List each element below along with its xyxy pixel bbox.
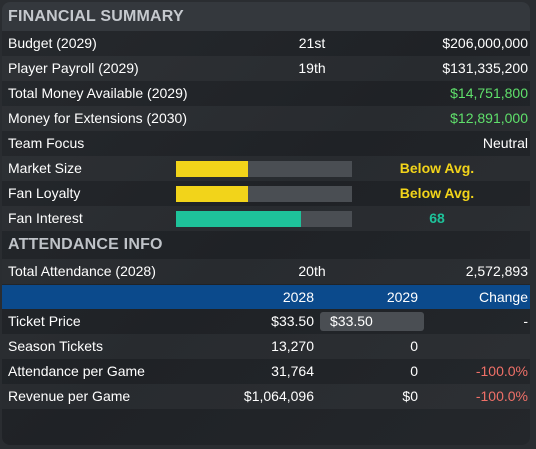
money-available-label: Total Money Available (2029): [8, 85, 188, 101]
extensions-value: $12,891,000: [450, 110, 528, 126]
attendance-per-game-2028: 31,764: [271, 363, 314, 379]
payroll-rank: 19th: [298, 60, 326, 76]
revenue-per-game-change: -100.0%: [475, 388, 528, 404]
team-focus-label: Team Focus: [8, 135, 85, 151]
budget-row: Budget (2029) 21st $206,000,000: [2, 31, 530, 56]
revenue-per-game-label: Revenue per Game: [8, 388, 131, 404]
total-attendance-label: Total Attendance (2028): [8, 263, 156, 279]
payroll-row: Player Payroll (2029) 19th $131,335,200: [2, 56, 530, 81]
market-size-row: Market Size Below Avg.: [2, 156, 530, 181]
market-size-label: Market Size: [8, 160, 82, 176]
ticket-price-row: Ticket Price $33.50 $33.50 -: [2, 309, 530, 334]
fan-loyalty-bar-fill: [176, 186, 249, 202]
team-focus-row: Team Focus Neutral: [2, 131, 530, 156]
fan-interest-rating: 68: [429, 210, 445, 226]
market-size-bar: [176, 161, 352, 177]
fan-interest-bar: [176, 211, 352, 227]
financial-panel: FINANCIAL SUMMARY Budget (2029) 21st $20…: [2, 2, 530, 445]
attendance-per-game-change: -100.0%: [475, 363, 528, 379]
season-tickets-row: Season Tickets 13,270 0: [2, 334, 530, 359]
team-focus-value: Neutral: [482, 135, 528, 151]
fan-interest-bar-fill: [176, 211, 301, 227]
extensions-label: Money for Extensions (2030): [8, 110, 187, 126]
column-header-2029: 2029: [386, 289, 418, 305]
fan-interest-row: Fan Interest 68: [2, 206, 530, 231]
money-available-row: Total Money Available (2029) $14,751,800: [2, 81, 530, 106]
ticket-price-change: -: [523, 313, 528, 329]
ticket-price-input[interactable]: $33.50: [320, 312, 424, 331]
attendance-table-header: 2028 2029 Change: [2, 285, 530, 309]
fan-loyalty-label: Fan Loyalty: [8, 185, 81, 201]
payroll-label: Player Payroll (2029): [8, 60, 139, 76]
season-tickets-2028: 13,270: [271, 338, 314, 354]
financial-summary-heading: FINANCIAL SUMMARY: [2, 2, 530, 31]
fan-loyalty-bar: [176, 186, 352, 202]
fan-loyalty-rating: Below Avg.: [399, 185, 475, 201]
payroll-value: $131,335,200: [442, 60, 528, 76]
total-attendance-row: Total Attendance (2028) 20th 2,572,893: [2, 259, 530, 284]
market-size-rating: Below Avg.: [399, 160, 475, 176]
budget-rank: 21st: [298, 35, 326, 51]
attendance-per-game-row: Attendance per Game 31,764 0 -100.0%: [2, 359, 530, 384]
attendance-per-game-2029: 0: [410, 363, 418, 379]
revenue-per-game-2028: $1,064,096: [243, 388, 314, 404]
column-header-change: Change: [478, 289, 528, 305]
revenue-per-game-row: Revenue per Game $1,064,096 $0 -100.0%: [2, 384, 530, 409]
attendance-per-game-label: Attendance per Game: [8, 363, 145, 379]
revenue-per-game-2029: $0: [402, 388, 418, 404]
market-size-bar-fill: [176, 161, 249, 177]
fan-loyalty-row: Fan Loyalty Below Avg.: [2, 181, 530, 206]
budget-value: $206,000,000: [442, 35, 528, 51]
budget-label: Budget (2029): [8, 35, 97, 51]
extensions-row: Money for Extensions (2030) $12,891,000: [2, 106, 530, 131]
ticket-price-2028: $33.50: [271, 313, 314, 329]
fan-interest-label: Fan Interest: [8, 210, 83, 226]
total-attendance-value: 2,572,893: [465, 263, 528, 279]
attendance-info-heading: ATTENDANCE INFO: [8, 236, 163, 253]
column-header-2028: 2028: [282, 289, 314, 305]
season-tickets-label: Season Tickets: [8, 338, 103, 354]
season-tickets-2029: 0: [410, 338, 418, 354]
total-attendance-rank: 20th: [298, 263, 326, 279]
ticket-price-label: Ticket Price: [8, 313, 81, 329]
money-available-value: $14,751,800: [450, 85, 528, 101]
